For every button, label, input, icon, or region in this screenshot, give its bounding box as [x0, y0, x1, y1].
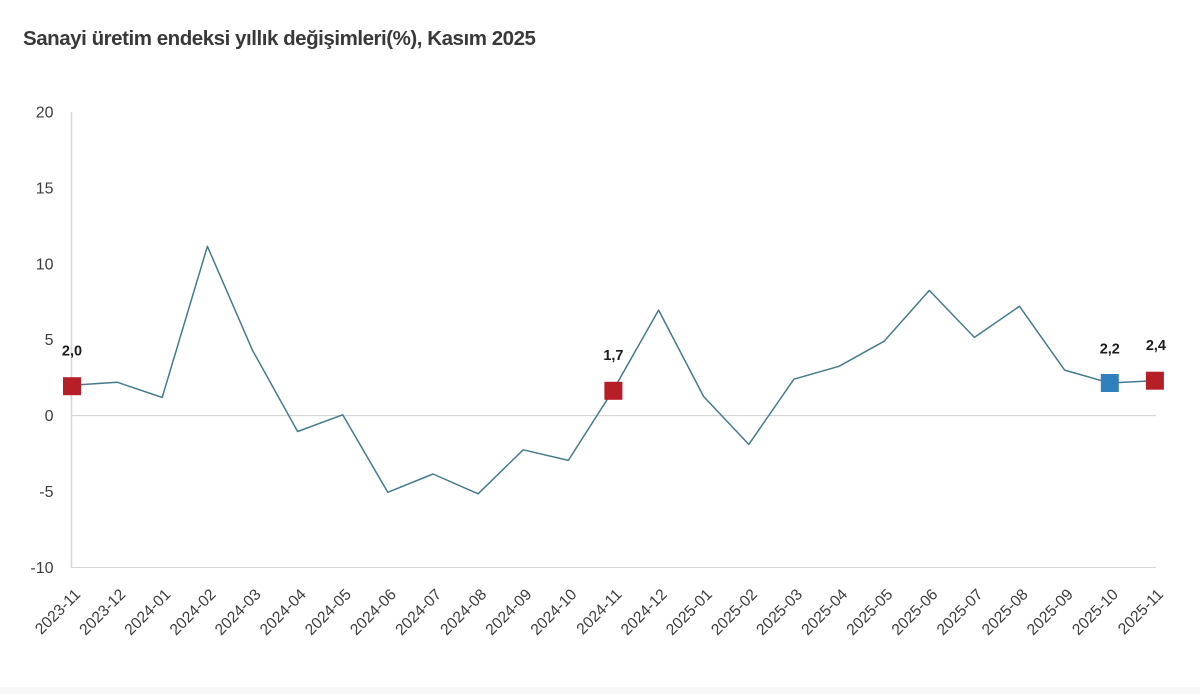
- svg-text:2024-12: 2024-12: [618, 586, 671, 639]
- svg-text:2023-11: 2023-11: [32, 586, 84, 638]
- svg-text:20: 20: [36, 105, 54, 122]
- svg-text:2024-03: 2024-03: [212, 586, 265, 639]
- svg-text:1,7: 1,7: [603, 348, 623, 364]
- svg-text:2024-08: 2024-08: [437, 586, 490, 639]
- svg-text:2024-05: 2024-05: [302, 586, 355, 639]
- svg-text:5: 5: [45, 332, 54, 349]
- svg-text:2024-02: 2024-02: [167, 586, 220, 639]
- svg-text:15: 15: [36, 180, 54, 197]
- svg-text:2025-02: 2025-02: [708, 586, 761, 639]
- svg-text:2025-03: 2025-03: [753, 586, 806, 639]
- svg-text:2024-09: 2024-09: [483, 586, 536, 639]
- svg-text:2025-04: 2025-04: [798, 586, 851, 639]
- svg-text:2024-11: 2024-11: [574, 586, 626, 638]
- svg-text:2025-09: 2025-09: [1024, 586, 1077, 639]
- svg-text:-5: -5: [39, 484, 53, 501]
- svg-text:2024-07: 2024-07: [392, 586, 445, 639]
- svg-text:2024-06: 2024-06: [347, 586, 400, 639]
- svg-text:2025-11: 2025-11: [1115, 586, 1167, 638]
- svg-text:2025-07: 2025-07: [934, 586, 987, 639]
- svg-text:0: 0: [45, 408, 54, 425]
- svg-text:10: 10: [36, 256, 54, 273]
- svg-text:2,0: 2,0: [62, 344, 82, 360]
- svg-text:2,4: 2,4: [1146, 338, 1166, 354]
- svg-text:2024-04: 2024-04: [257, 586, 310, 639]
- svg-text:2025-01: 2025-01: [663, 586, 716, 639]
- svg-text:2,2: 2,2: [1100, 341, 1120, 357]
- svg-text:2023-12: 2023-12: [76, 586, 129, 639]
- svg-text:2024-10: 2024-10: [528, 586, 581, 639]
- svg-text:2024-01: 2024-01: [122, 586, 175, 639]
- svg-text:2025-08: 2025-08: [979, 586, 1032, 639]
- svg-text:2025-10: 2025-10: [1069, 586, 1122, 639]
- svg-text:2025-06: 2025-06: [889, 586, 942, 639]
- svg-text:2025-05: 2025-05: [844, 586, 897, 639]
- svg-text:-10: -10: [30, 560, 53, 577]
